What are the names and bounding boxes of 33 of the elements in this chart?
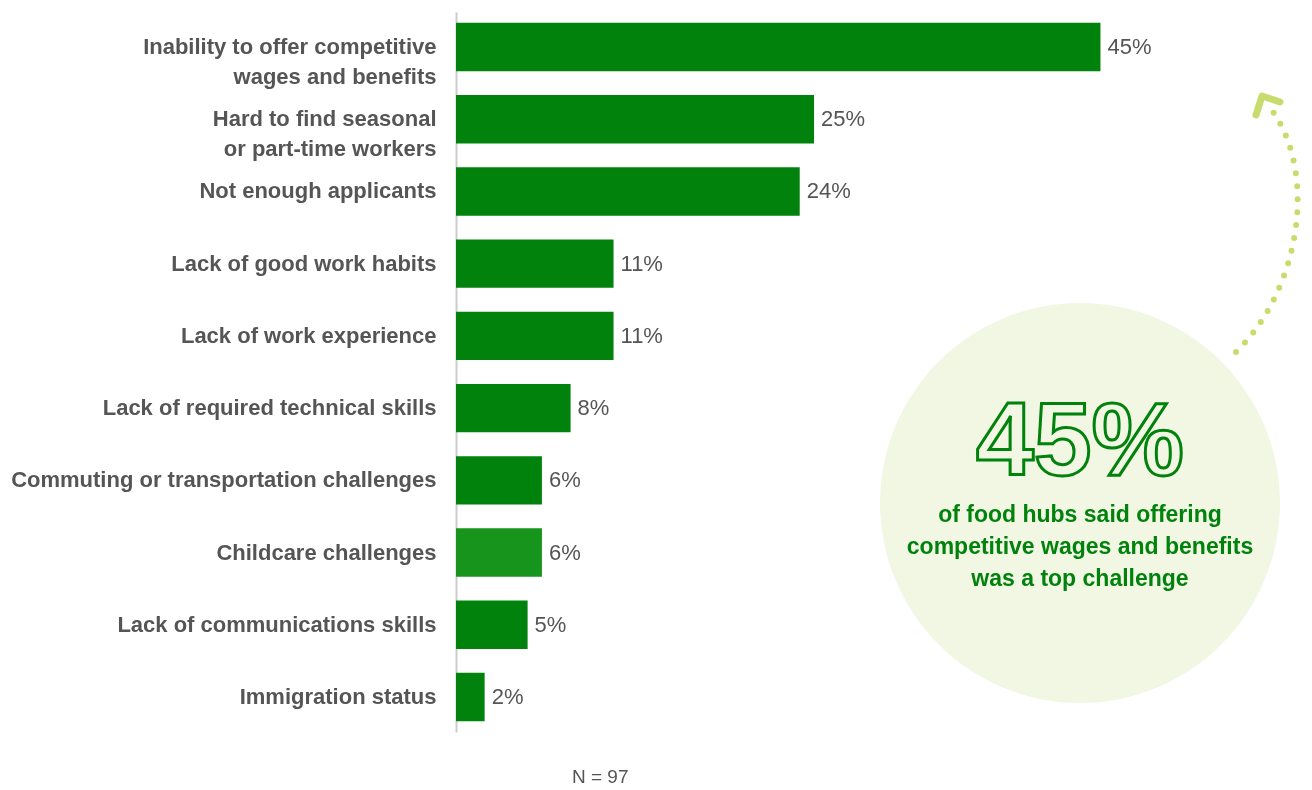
data-label: 25% — [821, 106, 866, 132]
bar — [456, 22, 1101, 72]
bar — [456, 528, 542, 577]
bar — [456, 311, 614, 361]
data-label: 2% — [491, 683, 524, 709]
y-tick-label: Commuting or transportation challenges — [11, 467, 437, 493]
y-tick-label: Lack of good work habits — [171, 250, 437, 276]
y-tick-label: Not enough applicants — [199, 178, 437, 204]
bar — [456, 239, 614, 288]
data-label: 24% — [806, 178, 851, 204]
data-label: 45% — [1107, 34, 1152, 60]
y-tick-label: Lack of communications skills — [117, 611, 437, 637]
bar — [456, 383, 571, 433]
y-tick-label: Childcare challenges — [216, 539, 437, 565]
bar — [456, 167, 800, 216]
data-label: 11% — [620, 250, 663, 276]
y-tick-label: Inability to offer competitive wages and benefits — [143, 34, 437, 90]
bar — [456, 95, 815, 144]
data-label: 11% — [620, 322, 663, 348]
bar — [456, 600, 528, 649]
bar — [456, 672, 485, 722]
text: N = 97 — [572, 766, 629, 788]
y-tick-label: Immigration status — [239, 683, 437, 709]
data-label: 6% — [548, 539, 581, 565]
data-label: 6% — [548, 467, 581, 493]
bar — [456, 456, 542, 505]
data-label: 8% — [577, 395, 610, 421]
data-label: 5% — [534, 611, 567, 637]
annotation: 45% — [974, 380, 1186, 499]
annotation: of food hubs said offering competitive wages and benefits was a top challenge — [905, 500, 1255, 593]
y-tick-label: Hard to find seasonal or part-time workers — [212, 106, 437, 162]
y-tick-label: Lack of required technical skills — [102, 395, 437, 421]
y-tick-label: Lack of work experience — [180, 322, 437, 348]
